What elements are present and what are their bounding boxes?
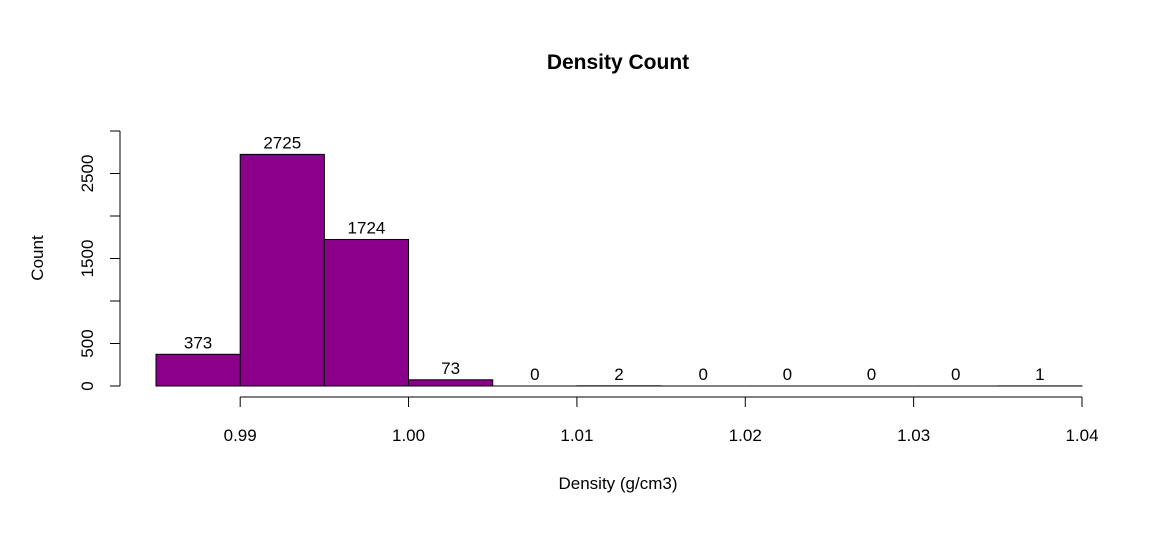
bar-count-label: 0: [530, 365, 539, 384]
x-tick-label: 1.00: [392, 426, 425, 445]
chart-title: Density Count: [547, 51, 689, 74]
x-tick-label: 1.03: [897, 426, 930, 445]
bar-count-label: 1: [1035, 365, 1044, 384]
bar-count-label: 1724: [348, 218, 386, 237]
y-axis-label: Count: [28, 235, 47, 281]
data-labels-group: 373 2725 1724 73 0 2 0 0 0 0 1: [184, 133, 1045, 384]
y-axis: 0 500 1500 2500: [78, 130, 121, 391]
x-axis: 0.99 1.00 1.01 1.02 1.03 1.04: [224, 396, 1099, 445]
bar-count-label: 0: [951, 365, 960, 384]
histogram-bar: [408, 379, 494, 387]
histogram-bar: [155, 353, 241, 387]
bar-count-label: 2: [614, 365, 623, 384]
y-tick-label: 500: [78, 329, 97, 357]
x-tick-label: 1.01: [560, 426, 593, 445]
bar-count-label: 2725: [263, 133, 301, 152]
y-tick-label: 0: [78, 381, 97, 390]
bars-group: [155, 153, 1083, 387]
x-axis-label: Density (g/cm3): [558, 474, 677, 493]
bar-count-label: 373: [184, 333, 212, 352]
y-tick-label: 1500: [78, 240, 97, 278]
bar-count-label: 0: [698, 365, 707, 384]
x-tick-label: 0.99: [224, 426, 257, 445]
y-tick-label: 2500: [78, 155, 97, 193]
x-tick-label: 1.04: [1065, 426, 1098, 445]
histogram-bar: [323, 238, 410, 387]
x-tick-label: 1.02: [729, 426, 762, 445]
histogram-bar: [239, 153, 325, 387]
bar-count-label: 0: [783, 365, 792, 384]
bar-count-label: 73: [441, 359, 460, 378]
bar-count-label: 0: [867, 365, 876, 384]
